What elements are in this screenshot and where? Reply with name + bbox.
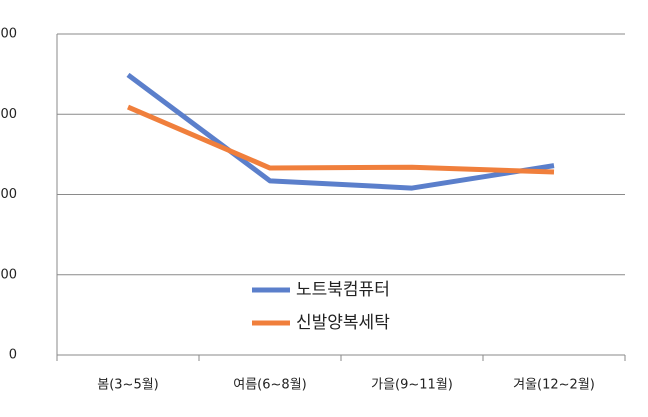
legend-label: 신발양복세탁 <box>296 313 390 333</box>
y-tick-label: 100 <box>0 267 17 282</box>
x-tick-label: 봄(3~5월) <box>97 378 159 393</box>
x-tick-label: 겨울(12~2월) <box>513 378 595 393</box>
y-tick-label: 200 <box>0 187 17 202</box>
x-tick-label: 가을(9~11월) <box>371 378 453 393</box>
y-tick-label: 300 <box>0 107 17 122</box>
legend-label: 노트북컴퓨터 <box>296 280 390 300</box>
line-series <box>126 72 555 191</box>
x-tick-label: 여름(6~8월) <box>233 378 306 393</box>
line-series <box>127 104 555 175</box>
y-tick-label: 400 <box>0 27 17 42</box>
y-tick-label: 0 <box>9 348 17 363</box>
